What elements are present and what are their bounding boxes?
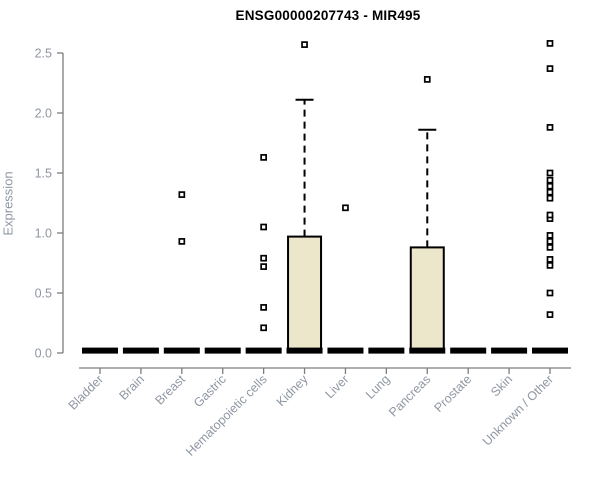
outlier-point-unknown-other <box>546 256 554 263</box>
box-pancreas <box>409 246 445 352</box>
x-tick-label-6: Liver <box>323 372 352 401</box>
median-line-lung <box>368 347 405 354</box>
outlier-point-unknown-other <box>546 311 554 318</box>
outlier-point-unknown-other <box>546 169 554 177</box>
median-line-skin <box>491 347 528 354</box>
outlier-point-unknown-other <box>546 40 554 47</box>
outlier-point-unknown-other <box>546 289 554 297</box>
median-line-liver <box>327 347 364 354</box>
median-line-brain <box>122 347 159 354</box>
outlier-point-unknown-other <box>546 232 554 239</box>
outlier-point-unknown-other <box>546 244 554 251</box>
outlier-point-kidney <box>301 41 308 48</box>
median-line-breast <box>163 347 200 354</box>
box-kidney <box>287 235 323 352</box>
outlier-point-unknown-other <box>546 262 554 269</box>
median-line-kidney <box>286 347 323 354</box>
x-tick-label-11: Unknown / Other <box>480 372 556 448</box>
median-line-unknown-other <box>531 347 568 354</box>
outlier-point-hematopoietic-cells <box>260 154 267 161</box>
outlier-point-unknown-other <box>546 238 554 245</box>
outlier-point-hematopoietic-cells <box>260 223 267 231</box>
outlier-point-unknown-other <box>546 124 554 131</box>
median-line-hematopoietic-cells <box>245 347 282 354</box>
outlier-point-hematopoietic-cells <box>260 304 267 311</box>
outlier-point-pancreas <box>423 76 431 83</box>
outlier-point-liver <box>342 204 349 212</box>
x-tick-label-2: Breast <box>152 372 188 408</box>
y-tick-label: 1.0 <box>35 227 52 241</box>
outlier-point-breast <box>178 238 186 245</box>
median-line-prostate <box>450 347 487 354</box>
x-tick-label-7: Lung <box>363 372 393 402</box>
median-line-gastric <box>204 347 241 354</box>
outlier-point-unknown-other <box>546 194 554 202</box>
x-tick-label-5: Kidney <box>274 372 311 409</box>
median-line-bladder <box>82 347 118 354</box>
x-tick-label-0: Bladder <box>66 372 106 412</box>
median-line-pancreas <box>409 347 446 354</box>
outlier-point-unknown-other <box>546 188 554 196</box>
y-tick-label: 1.5 <box>35 167 52 181</box>
y-tick-label: 0.5 <box>35 287 52 301</box>
outlier-point-hematopoietic-cells <box>260 263 267 270</box>
x-tick-label-1: Brain <box>116 372 147 403</box>
outlier-point-hematopoietic-cells <box>260 254 267 262</box>
x-tick-label-3: Gastric <box>191 372 229 410</box>
y-tick-label: 2.5 <box>35 47 52 61</box>
outlier-point-unknown-other <box>546 182 554 190</box>
outlier-point-breast <box>178 191 186 198</box>
x-tick-label-10: Skin <box>488 372 515 399</box>
chart-title: ENSG00000207743 - MIR495 <box>235 8 421 23</box>
outlier-point-unknown-other <box>546 211 554 219</box>
y-tick-label: 2.0 <box>35 107 52 121</box>
outlier-point-unknown-other <box>546 65 554 72</box>
x-tick-label-9: Prostate <box>431 372 474 415</box>
y-tick-label: 0.0 <box>35 347 52 361</box>
outlier-point-hematopoietic-cells <box>260 324 267 332</box>
outlier-point-unknown-other <box>546 176 554 184</box>
x-tick-label-8: Pancreas <box>386 372 433 419</box>
x-tick-label-4: Hematopoietic cells <box>183 372 270 459</box>
